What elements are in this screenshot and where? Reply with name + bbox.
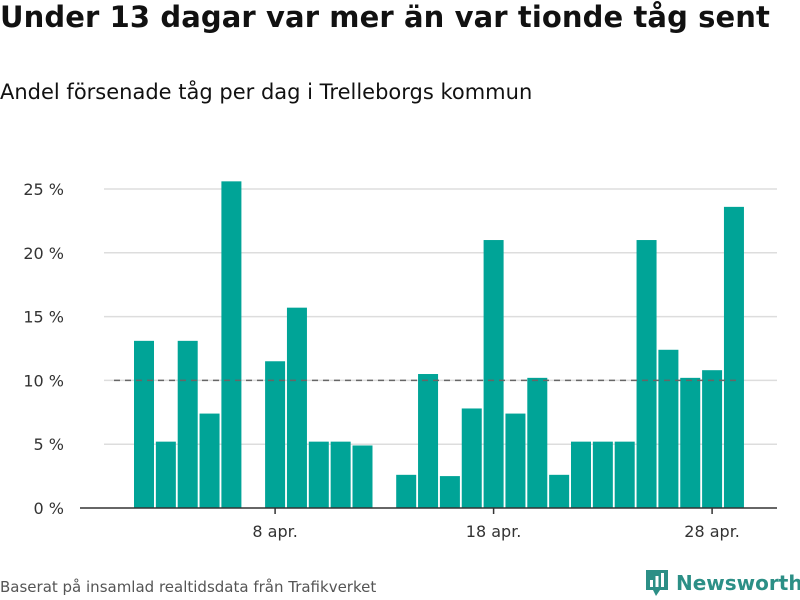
bar — [680, 377, 701, 508]
bar — [177, 340, 198, 508]
source-note: Baserat på insamlad realtidsdata från Tr… — [0, 578, 377, 596]
y-tick-label: 0 % — [34, 499, 64, 518]
bar — [461, 408, 482, 508]
bar — [702, 370, 723, 508]
chart-subtitle: Andel försenade tåg per dag i Trelleborg… — [0, 80, 533, 104]
y-tick-label: 15 % — [23, 308, 64, 327]
y-tick-label: 5 % — [34, 435, 64, 454]
bar — [352, 445, 373, 508]
bar — [439, 476, 460, 508]
bar — [549, 474, 570, 508]
bar — [221, 181, 242, 508]
bar-chart: 0 % 5 % 10 % 15 % 20 % 25 % 8 apr. 18 apr. 28 a… — [23, 180, 777, 541]
bar — [265, 361, 286, 508]
bar — [614, 441, 635, 508]
chart-title: Under 13 dagar var mer än var tionde tåg… — [0, 0, 770, 34]
bar — [571, 441, 591, 508]
y-tick-label: 20 % — [23, 244, 64, 263]
newsworthy-logo-text: Newsworthy — [676, 571, 800, 595]
bar — [308, 441, 329, 508]
bars — [134, 181, 744, 509]
bar — [199, 413, 220, 508]
y-tick-label: 10 % — [23, 371, 64, 390]
newsworthy-logo: Newsworthy — [644, 568, 800, 598]
y-axis-ticks: 0 % 5 % 10 % 15 % 20 % 25 % — [23, 180, 64, 518]
bar — [330, 441, 351, 508]
bar — [527, 377, 548, 508]
bar — [155, 441, 176, 508]
x-axis-ticks: 8 apr. 18 apr. 28 apr. — [252, 508, 740, 541]
bar — [505, 413, 526, 508]
bar — [418, 374, 439, 508]
bar — [592, 441, 613, 508]
bar — [134, 340, 154, 508]
y-tick-label: 25 % — [23, 180, 64, 199]
bar — [286, 307, 307, 508]
bar — [483, 240, 504, 509]
x-tick-label: 8 apr. — [252, 522, 297, 541]
bar — [636, 240, 657, 509]
x-tick-label: 18 apr. — [466, 522, 522, 541]
bar — [396, 474, 417, 508]
newsworthy-logo-icon — [646, 570, 668, 596]
bar — [658, 349, 679, 508]
x-tick-label: 28 apr. — [684, 522, 740, 541]
bar — [723, 206, 744, 508]
